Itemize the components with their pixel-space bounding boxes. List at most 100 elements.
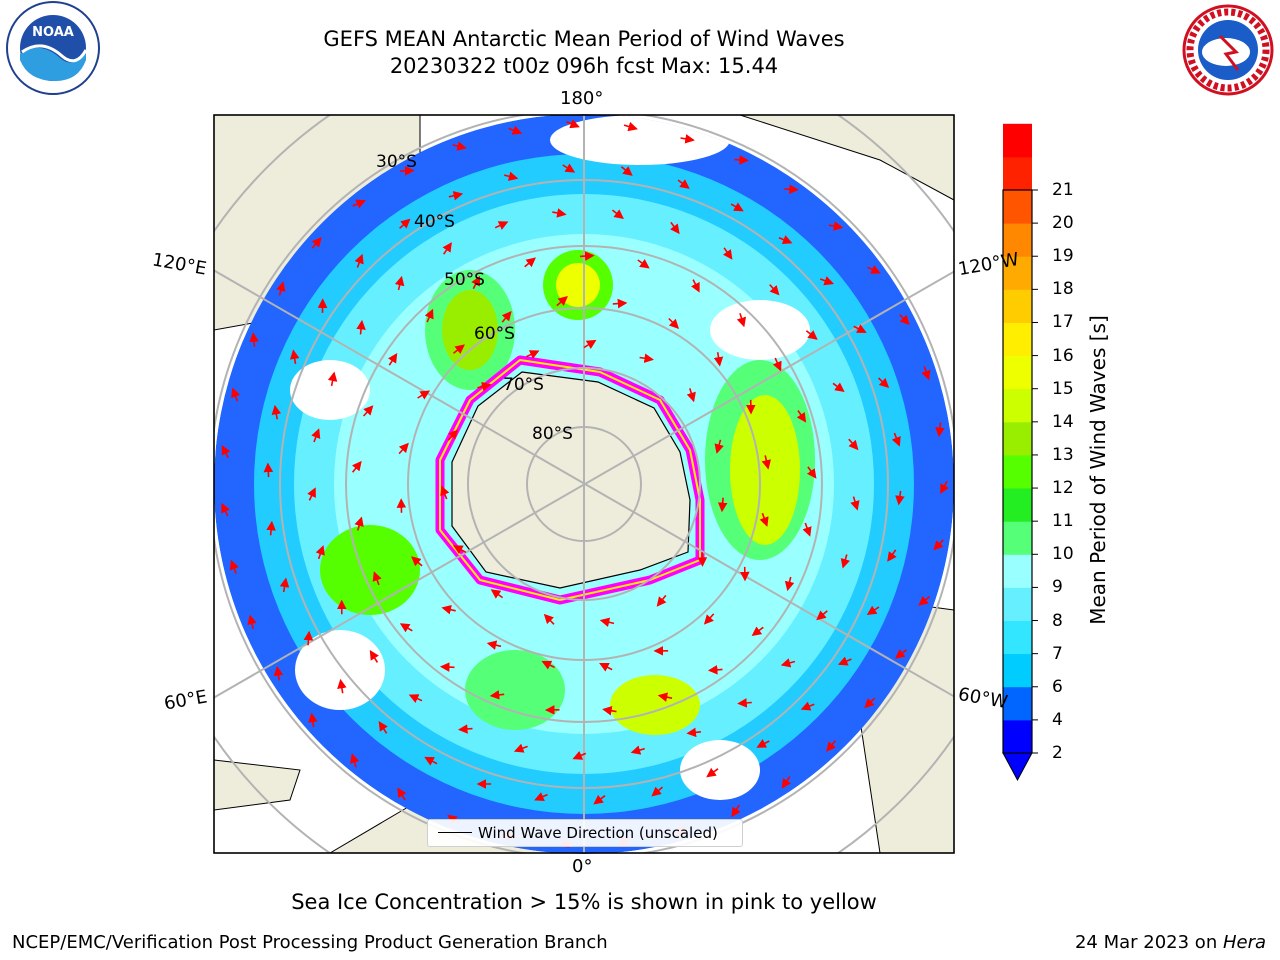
wind-wave-arrow — [247, 614, 257, 629]
wind-wave-arrow — [736, 313, 747, 328]
wind-wave-arrow — [354, 516, 364, 531]
colorbar-tick-label: 13 — [1052, 444, 1074, 465]
wind-wave-arrow — [637, 259, 650, 269]
wind-wave-arrow — [448, 191, 464, 201]
wind-wave-arrow — [761, 455, 771, 470]
wind-wave-arrow — [311, 428, 321, 443]
lat-label-50s: 50°S — [444, 270, 485, 290]
wind-wave-arrow — [311, 237, 322, 249]
wind-wave-arrow — [477, 381, 492, 392]
wind-wave-arrow — [229, 559, 239, 574]
wind-wave-arrow — [513, 743, 528, 753]
wind-wave-arrow — [657, 692, 673, 702]
wind-wave-arrow — [351, 460, 362, 473]
wind-wave-arrow — [717, 497, 728, 513]
wind-wave-arrow — [337, 678, 347, 694]
wind-wave-arrow — [891, 432, 901, 447]
wind-wave-arrow — [895, 490, 905, 506]
legend-label: Wind Wave Direction (unscaled) — [478, 824, 718, 842]
wind-wave-arrow — [866, 605, 880, 615]
wind-wave-arrow — [864, 697, 876, 709]
wind-wave-arrow — [271, 404, 282, 420]
colorbar-segment — [1003, 686, 1032, 721]
wind-wave-arrow — [734, 155, 749, 165]
lon-label-180: 180° — [560, 88, 604, 109]
colorbar-segment — [1003, 322, 1032, 357]
map-legend: Wind Wave Direction (unscaled) — [427, 819, 743, 847]
wind-wave-arrow — [504, 171, 519, 181]
wind-wave-arrow — [784, 184, 799, 195]
wind-wave-arrow — [670, 221, 680, 235]
wind-wave-arrow — [784, 576, 795, 592]
wind-wave-arrow — [713, 352, 724, 367]
wind-wave-arrow — [397, 787, 407, 801]
wind-wave-arrow — [303, 630, 314, 646]
wind-wave-arrow — [707, 665, 723, 675]
wind-wave-arrow — [489, 690, 505, 700]
wind-wave-arrow — [572, 750, 587, 760]
wind-wave-arrow — [490, 589, 504, 599]
wind-wave-arrow — [887, 549, 897, 562]
footer-host: Hera — [1222, 932, 1266, 953]
colorbar-tick-label: 10 — [1052, 544, 1074, 565]
wind-wave-arrow — [686, 388, 696, 403]
wind-wave-arrow — [583, 339, 597, 349]
wind-wave-arrow — [562, 163, 576, 173]
colorbar-segment — [1003, 620, 1032, 655]
wind-wave-arrow — [349, 753, 360, 768]
graticule — [214, 115, 954, 853]
wind-wave-arrow — [408, 694, 423, 703]
wind-wave-arrow — [805, 330, 818, 340]
wind-wave-arrow — [525, 350, 540, 359]
colorbar-tick-label: 11 — [1052, 511, 1074, 532]
wind-wave-arrow — [424, 756, 438, 766]
wind-wave-arrow — [837, 656, 852, 666]
wind-wave-arrow — [651, 786, 664, 797]
wind-wave-arrow — [850, 496, 860, 511]
wind-wave-arrow — [832, 382, 845, 393]
wind-wave-arrow — [221, 502, 230, 517]
wind-wave-arrow — [877, 377, 890, 388]
wind-wave-arrow — [802, 522, 812, 537]
wind-wave-arrow — [266, 520, 276, 536]
wind-wave-arrow — [806, 466, 817, 479]
wind-wave-arrow — [602, 706, 617, 716]
wind-wave-arrow — [356, 319, 366, 335]
wind-wave-arrow — [796, 410, 807, 423]
colorbar-segment — [1003, 587, 1032, 621]
colorbar-tick-label: 12 — [1052, 478, 1074, 499]
colorbar-segment — [1003, 719, 1032, 754]
wind-wave-arrow — [452, 545, 467, 555]
wind-wave-arrow — [921, 366, 931, 381]
wind-wave-arrow — [731, 804, 741, 818]
colorbar-tick-label: 7 — [1052, 643, 1063, 664]
wind-wave-arrow — [630, 745, 645, 755]
wind-wave-arrow — [706, 767, 719, 778]
colorbar-tick-label: 6 — [1052, 676, 1063, 697]
wind-wave-arrow — [486, 640, 502, 650]
wind-wave-arrow — [680, 134, 695, 144]
wind-wave-arrow — [579, 251, 595, 261]
wind-wave-arrow — [780, 658, 796, 668]
wind-wave-arrow — [354, 253, 364, 268]
wind-wave-arrow — [612, 298, 628, 309]
footer-credit: NCEP/EMC/Verification Post Processing Pr… — [12, 932, 608, 953]
wind-wave-arrow — [231, 387, 241, 402]
wind-wave-arrow — [508, 125, 523, 135]
wind-wave-arrow — [940, 480, 949, 495]
colorbar-segment — [1003, 289, 1032, 323]
wind-wave-arrow — [556, 296, 568, 307]
colorbar-tick-label: 2 — [1052, 743, 1063, 763]
wind-wave-arrow — [737, 698, 752, 708]
wind-wave-arrow — [307, 487, 316, 501]
wind-wave-arrow — [867, 265, 881, 274]
wind-wave-arrow — [781, 776, 792, 789]
colorbar — [1002, 123, 1038, 782]
noaa-logo-text: NOAA — [32, 25, 74, 40]
wind-wave-arrow — [399, 623, 413, 633]
wind-wave-arrow — [308, 712, 318, 728]
sea-ice-note: Sea Ice Concentration > 15% is shown in … — [291, 890, 877, 914]
wind-wave-arrow — [599, 662, 613, 672]
lon-label-0: 0° — [572, 856, 593, 877]
